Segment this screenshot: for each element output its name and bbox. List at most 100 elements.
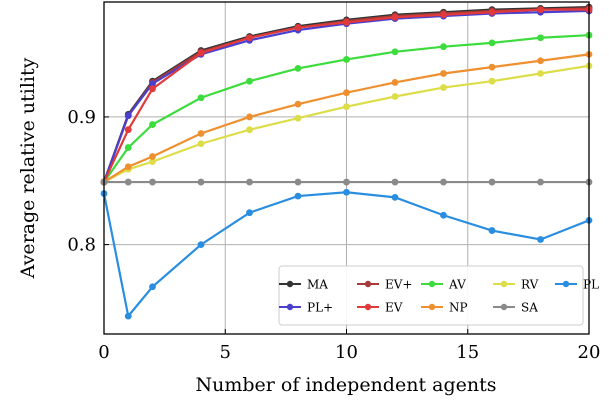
data-point xyxy=(391,48,399,56)
plot-series xyxy=(100,3,593,320)
data-point xyxy=(343,178,350,186)
data-point xyxy=(246,126,253,134)
data-point xyxy=(391,178,399,186)
data-point xyxy=(537,70,544,77)
data-point xyxy=(246,113,253,121)
series-line xyxy=(103,64,590,184)
data-point xyxy=(343,19,350,26)
legend-swatch-marker xyxy=(562,280,570,288)
data-point xyxy=(246,77,253,85)
y-axis-label: Average relative utility xyxy=(17,57,39,279)
legend-swatch-marker xyxy=(428,280,436,288)
legend-entry: PL+ xyxy=(279,301,333,315)
series-line xyxy=(103,34,590,183)
series-line xyxy=(102,9,590,183)
data-point xyxy=(124,163,132,171)
legend-entry: PL xyxy=(555,278,599,292)
legend-swatch-marker xyxy=(364,280,372,288)
data-point xyxy=(343,89,350,97)
data-point xyxy=(440,70,447,77)
data-point xyxy=(246,34,253,42)
legend-box xyxy=(278,265,584,326)
x-axis-label: Number of independent agents xyxy=(196,374,497,396)
legend-entry: EV xyxy=(357,301,403,315)
data-point xyxy=(440,43,447,51)
legend-label: MA xyxy=(307,278,328,292)
data-point xyxy=(440,11,447,19)
data-point xyxy=(488,227,496,234)
data-point xyxy=(488,77,496,85)
data-point xyxy=(537,34,544,42)
data-point xyxy=(149,158,156,166)
data-point xyxy=(197,49,205,57)
data-point xyxy=(488,8,496,16)
data-point xyxy=(488,39,496,47)
data-point xyxy=(488,63,496,71)
legend-label: PL+ xyxy=(307,301,333,315)
x-tick-label: 5 xyxy=(220,342,231,363)
data-point xyxy=(149,85,156,93)
legend-entry: RV xyxy=(493,278,539,292)
data-point xyxy=(294,178,302,186)
data-point xyxy=(197,140,205,148)
legend-entry: AV xyxy=(421,278,466,292)
series-line xyxy=(103,53,590,183)
data-point xyxy=(197,94,205,102)
series-line xyxy=(103,8,589,183)
legend-swatch-marker xyxy=(364,303,372,311)
data-point xyxy=(294,65,302,72)
data-point xyxy=(440,84,447,91)
series-line xyxy=(102,191,590,319)
data-point xyxy=(149,153,156,160)
data-point xyxy=(343,56,350,63)
data-point xyxy=(391,193,399,201)
y-tick-label: 0.9 xyxy=(67,107,96,128)
data-point xyxy=(440,178,447,186)
legend-swatch-marker xyxy=(286,280,294,288)
data-point xyxy=(537,178,544,186)
data-point xyxy=(537,236,544,243)
x-tick-label: 20 xyxy=(578,342,601,363)
legend-label: AV xyxy=(448,278,466,292)
legend-swatch-marker xyxy=(286,303,294,311)
legend-entry: EV+ xyxy=(357,278,412,292)
data-point xyxy=(488,178,496,186)
legend-entry: MA xyxy=(279,278,328,292)
data-point xyxy=(246,209,253,217)
axis-ticks: 0 5 10 15 20 0.8 0.9 xyxy=(67,107,600,363)
legend-entry: SA xyxy=(493,301,538,315)
series-pl xyxy=(100,188,593,320)
data-point xyxy=(294,24,302,31)
data-point xyxy=(149,283,156,291)
data-point xyxy=(294,114,302,122)
x-tick-label: 15 xyxy=(456,342,479,363)
data-point xyxy=(149,121,156,128)
data-point xyxy=(149,178,156,186)
data-point xyxy=(197,241,205,249)
data-point xyxy=(124,112,132,120)
data-point xyxy=(294,100,302,108)
data-point xyxy=(343,188,350,196)
data-point xyxy=(197,130,205,137)
data-point xyxy=(294,192,302,200)
data-point xyxy=(440,211,447,219)
legend-swatch-marker xyxy=(428,303,436,311)
legend-entry: NP xyxy=(421,301,468,315)
legend-swatch-marker xyxy=(500,280,508,288)
data-point xyxy=(391,93,399,100)
data-point xyxy=(537,57,544,65)
data-point xyxy=(246,178,253,186)
x-tick-label: 10 xyxy=(335,342,358,363)
data-point xyxy=(197,178,205,186)
legend-label: RV xyxy=(521,278,539,292)
data-point xyxy=(124,312,132,320)
data-point xyxy=(391,13,399,21)
data-point xyxy=(391,79,399,86)
data-point xyxy=(343,103,350,111)
series-sa xyxy=(100,178,593,186)
data-point xyxy=(149,80,156,88)
data-point xyxy=(124,126,132,134)
legend-label: SA xyxy=(521,301,538,315)
legend: MA EV+ AV RV PL PL+ EV NP SA xyxy=(278,265,599,326)
